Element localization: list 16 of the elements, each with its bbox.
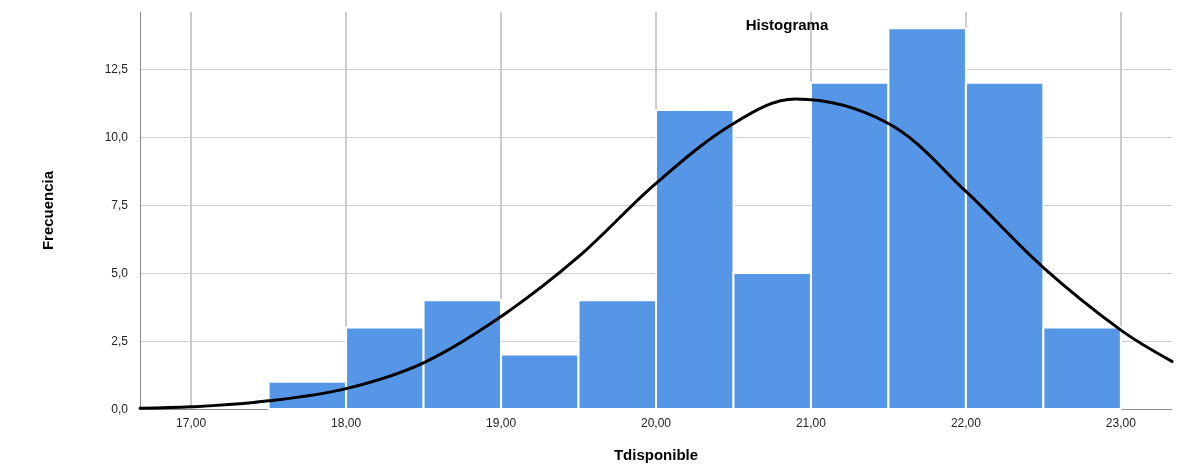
x-tick-label: 20,00 <box>640 416 672 430</box>
x-tick-label: 21,00 <box>795 416 827 430</box>
x-tick-label: 18,00 <box>331 416 362 430</box>
x-tick-label: 22,00 <box>950 416 982 430</box>
y-tick-label: 12,5 <box>104 62 129 77</box>
x-tick-label: 19,00 <box>486 416 517 430</box>
x-tick-label: 17,00 <box>176 416 207 430</box>
x-tick-label: 23,00 <box>1105 416 1137 430</box>
y-tick-label: 7,5 <box>111 198 129 213</box>
y-tick-label: 5,0 <box>111 266 129 281</box>
y-axis-title: Frecuencia <box>39 170 56 251</box>
y-tick-label: 2,5 <box>111 334 129 349</box>
y-tick-label: 0,0 <box>111 402 129 416</box>
y-tick-label: 10,0 <box>104 130 129 145</box>
chart-title: Histograma <box>745 16 829 33</box>
x-axis-title: Tdisponible <box>613 446 699 463</box>
